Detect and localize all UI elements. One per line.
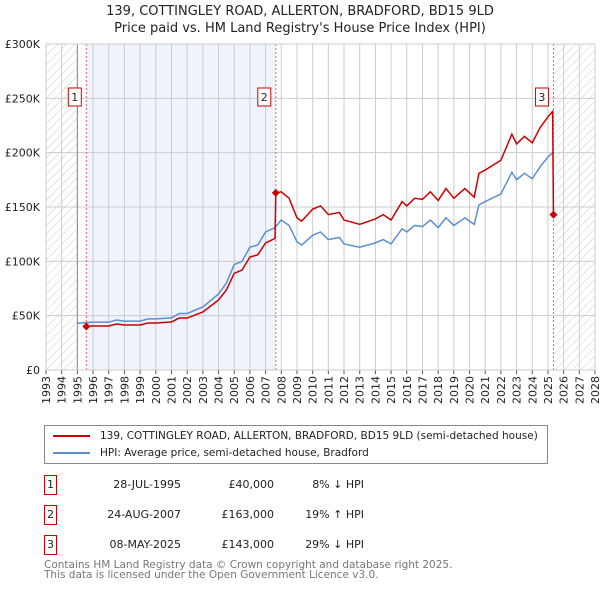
sale-date: 08-MAY-2025: [109, 538, 181, 551]
legend: 139, COTTINGLEY ROAD, ALLERTON, BRADFORD…: [44, 425, 548, 464]
x-tick-label: 2019: [448, 376, 461, 404]
table-row: 1 28-JUL-1995 £40,000 8% ↓ HPI: [44, 475, 444, 495]
title-line: 139, COTTINGLEY ROAD, ALLERTON, BRADFORD…: [106, 4, 494, 19]
sale-number: 1: [44, 475, 57, 495]
x-tick-label: 2002: [181, 376, 194, 404]
x-tick-label: 2022: [495, 376, 508, 404]
x-tick-label: 2008: [275, 376, 288, 404]
y-tick-label: £300K: [5, 38, 41, 51]
sale-date: 24-AUG-2007: [107, 508, 181, 521]
y-tick-label: £0: [26, 364, 40, 377]
x-tick-label: 2013: [354, 376, 367, 404]
footer: Contains HM Land Registry data © Crown c…: [44, 559, 453, 581]
x-tick-label: 2021: [479, 376, 492, 404]
sale-label-box: [67, 87, 82, 107]
x-tick-label: 2005: [228, 376, 241, 404]
sale-number: 2: [44, 505, 57, 525]
y-tick-label: £200K: [5, 147, 41, 160]
hpi-line: [77, 152, 554, 325]
legend-label: 139, COTTINGLEY ROAD, ALLERTON, BRADFORD…: [100, 430, 538, 442]
sale-marker: [82, 322, 91, 331]
plot-border: [45, 43, 596, 371]
x-tick-label: 2006: [244, 376, 257, 404]
blue-line-swatch: [53, 452, 90, 454]
x-tick-label: 2016: [401, 376, 414, 404]
x-tick-label: 2028: [589, 376, 600, 404]
sale-label: 2: [261, 91, 268, 104]
x-tick-label: 2003: [197, 376, 210, 404]
sale-price: £163,000: [221, 508, 275, 521]
footer-licence: This data is licensed under the Open Gov…: [44, 569, 379, 581]
sale-marker: [271, 188, 280, 197]
x-tick-label: 2025: [542, 376, 555, 404]
red-line-swatch: [53, 435, 90, 437]
y-tick-label: £150K: [5, 201, 41, 214]
legend-item-property: 139, COTTINGLEY ROAD, ALLERTON, BRADFORD…: [53, 430, 538, 442]
x-tick-label: 1998: [118, 376, 131, 404]
x-tick-label: 2027: [573, 376, 586, 404]
sale-label-box: [257, 87, 272, 107]
x-tick-label: 2020: [464, 376, 477, 404]
sale-label: 1: [71, 91, 78, 104]
y-tick-label: £100K: [5, 255, 41, 268]
x-tick-label: 2010: [307, 376, 320, 404]
x-tick-label: 2004: [213, 376, 226, 404]
x-tick-label: 1999: [134, 376, 147, 404]
x-tick-label: 2015: [385, 376, 398, 404]
legend-item-hpi: HPI: Average price, semi-detached house,…: [53, 447, 369, 459]
x-tick-label: 2011: [322, 376, 335, 404]
table-row: 2 24-AUG-2007 £163,000 19% ↑ HPI: [44, 505, 444, 525]
x-tick-label: 2001: [165, 376, 178, 404]
price-chart: 1993 1994 1995 1996 1997 1998 1999 2000 2001 2002…: [5, 38, 600, 404]
x-tick-label: 2014: [369, 376, 382, 404]
sale-hpi: 29% ↓ HPI: [305, 538, 364, 551]
x-tick-label: 2023: [511, 376, 524, 404]
y-tick-label: £50K: [12, 310, 41, 323]
x-tick-label: 2018: [432, 376, 445, 404]
sale-hpi: 8% ↓ HPI: [312, 478, 364, 491]
sale-price: £40,000: [228, 478, 275, 491]
x-tick-label: 2000: [150, 376, 163, 404]
sale-marker: [549, 210, 558, 219]
sale-hpi: 19% ↑ HPI: [305, 508, 364, 521]
sale-label-box: [534, 87, 549, 107]
sale-number: 3: [44, 535, 57, 555]
x-tick-label: 2012: [338, 376, 351, 404]
legend-label: HPI: Average price, semi-detached house,…: [100, 447, 369, 459]
x-tick-label: 2007: [260, 376, 273, 404]
y-tick-label: £250K: [5, 92, 41, 105]
property-price-line: [86, 109, 555, 328]
subtitle-line: Price paid vs. HM Land Registry's House …: [114, 21, 486, 36]
x-tick-label: 2017: [416, 376, 429, 404]
sale-date: 28-JUL-1995: [113, 478, 181, 491]
chart-title: 139, COTTINGLEY ROAD, ALLERTON, BRADFORD…: [0, 3, 600, 37]
sale-price: £143,000: [221, 538, 275, 551]
table-row: 3 08-MAY-2025 £143,000 29% ↓ HPI: [44, 535, 444, 555]
x-tick-label: 2024: [526, 376, 539, 404]
footer-copyright: Contains HM Land Registry data © Crown c…: [44, 559, 453, 571]
x-tick-label: 2026: [558, 376, 571, 404]
x-tick-label: 1996: [87, 376, 100, 404]
x-tick-label: 1997: [103, 376, 116, 404]
x-tick-label: 2009: [291, 376, 304, 404]
x-tick-label: 1993: [40, 376, 53, 404]
x-tick-label: 1995: [71, 376, 84, 404]
sale-label: 3: [538, 91, 545, 104]
x-tick-label: 1994: [56, 376, 69, 404]
